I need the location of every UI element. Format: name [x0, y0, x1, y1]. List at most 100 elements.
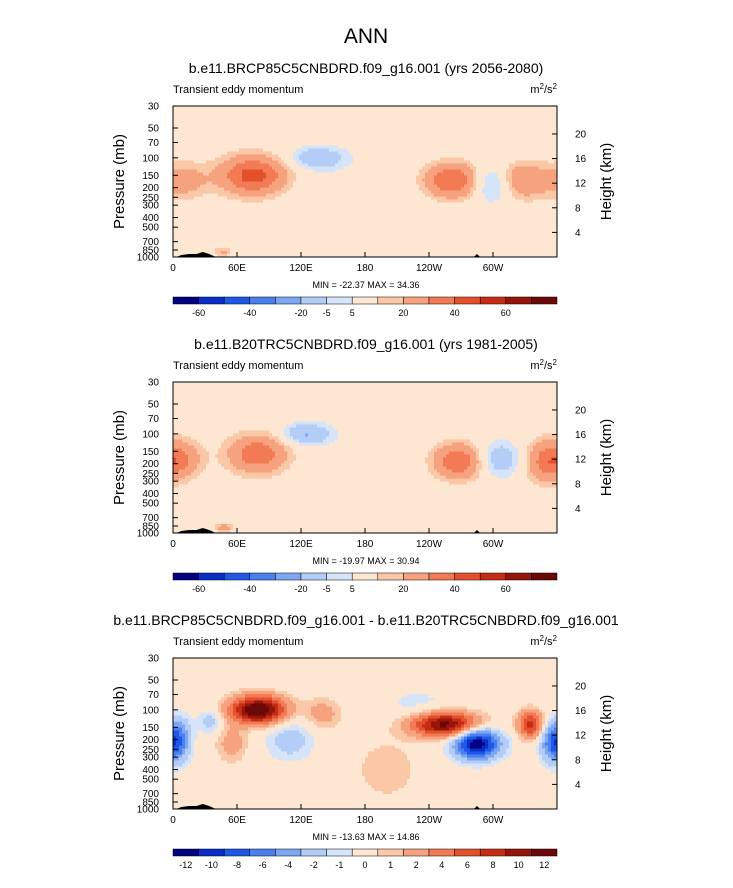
y-tick-label: 1000	[137, 805, 160, 816]
y-tick-label: 70	[148, 414, 160, 425]
y-axis-label: Pressure (mb)	[111, 686, 128, 781]
y2-axis: 20 16 12 8 4 Height (km)	[552, 405, 615, 515]
colorbar: -12 -10 -8 -6 -4 -2 -1 0 1 2 4 6 8 10 12	[172, 848, 558, 870]
colorbar-swatch	[326, 572, 353, 581]
colorbar-label: 20	[398, 584, 408, 594]
colorbar-swatch	[403, 572, 430, 581]
x-tick-label: 60W	[483, 539, 504, 550]
colorbar-swatch	[454, 572, 481, 581]
colorbar-label: -20	[294, 308, 307, 318]
colorbar-swatch	[198, 296, 225, 305]
y2-tick-label: 4	[575, 780, 581, 791]
x-tick-label: 120W	[416, 539, 443, 550]
y2-tick-label: 8	[575, 203, 581, 214]
y2-tick-label: 8	[575, 755, 581, 766]
y-tick-label: 50	[148, 123, 160, 134]
colorbar-swatch	[275, 572, 302, 581]
x-tick-label: 60E	[228, 263, 246, 274]
colorbar-swatch	[198, 848, 225, 857]
chart-panel-2: b.e11.B20TRC5CNBDRD.f09_g16.001 (yrs 198…	[111, 336, 615, 594]
colorbar-swatch	[505, 848, 532, 857]
y-tick-label: 400	[142, 489, 159, 500]
panel-title: b.e11.B20TRC5CNBDRD.f09_g16.001 (yrs 198…	[194, 336, 538, 352]
colorbar-swatch	[172, 848, 199, 857]
y-tick-label: 250	[142, 745, 159, 756]
y-tick-label: 200	[142, 735, 159, 746]
chart-panel-1: b.e11.BRCP85C5CNBDRD.f09_g16.001 (yrs 20…	[111, 60, 615, 318]
y2-tick-label: 12	[575, 179, 587, 190]
colorbar-swatch	[223, 848, 251, 857]
colorbar-label: -4	[284, 860, 292, 870]
y-tick-label: 500	[142, 499, 159, 510]
terrain	[176, 804, 481, 809]
y-tick-label: 150	[142, 723, 159, 734]
colorbar-swatch	[223, 572, 251, 581]
colorbar-label: 10	[514, 860, 524, 870]
figure-title: ANN	[344, 25, 388, 48]
x-tick-label: 180	[357, 815, 374, 826]
colorbar-label: 1	[388, 860, 393, 870]
y-tick-label: 100	[142, 429, 159, 440]
colorbar-swatch	[531, 848, 558, 857]
left-label: Transient eddy momentum	[173, 360, 303, 372]
y-tick-label: 700	[142, 513, 159, 524]
colorbar-swatch	[326, 848, 353, 857]
colorbar-label: 40	[450, 308, 460, 318]
y2-axis: 20 16 12 8 4 Height (km)	[552, 681, 615, 791]
x-axis: 0 60E 120E 180 120W 60W	[170, 804, 504, 826]
y-tick-label: 300	[142, 477, 159, 488]
min-max-stats: MIN = -13.63 MAX = 14.86	[312, 832, 419, 842]
colorbar-swatch	[377, 296, 404, 305]
contour-field	[173, 106, 558, 258]
colorbar-swatch	[505, 296, 532, 305]
colorbar-label: 4	[439, 860, 444, 870]
left-label: Transient eddy momentum	[173, 636, 303, 648]
y2-tick-label: 12	[575, 455, 587, 466]
y-tick-label: 70	[148, 138, 160, 149]
colorbar-swatch	[351, 572, 379, 581]
min-max-stats: MIN = -19.97 MAX = 30.94	[312, 556, 419, 566]
x-tick-label: 60E	[228, 815, 246, 826]
colorbar-swatch	[479, 572, 507, 581]
colorbar-label: -6	[259, 860, 267, 870]
colorbar-swatch	[249, 296, 276, 305]
y2-tick-label: 20	[575, 405, 587, 416]
colorbar-swatch	[275, 296, 302, 305]
y-tick-label: 700	[142, 237, 159, 248]
chart-panel-3: b.e11.BRCP85C5CNBDRD.f09_g16.001 - b.e11…	[111, 612, 619, 870]
y-tick-label: 100	[142, 705, 159, 716]
colorbar-swatch	[198, 572, 225, 581]
colorbar-label: -60	[192, 308, 205, 318]
colorbar-swatch	[249, 572, 276, 581]
colorbar-label: 0	[362, 860, 367, 870]
x-tick-label: 120E	[289, 539, 313, 550]
colorbar-label: 60	[501, 584, 511, 594]
colorbar-label: 60	[501, 308, 511, 318]
x-tick-label: 120E	[289, 263, 313, 274]
colorbar-label: -40	[243, 308, 256, 318]
colorbar-label: 6	[465, 860, 470, 870]
colorbar-swatch	[531, 296, 558, 305]
colorbar-label: -5	[323, 308, 331, 318]
y-tick-label: 30	[148, 378, 160, 389]
x-tick-label: 180	[357, 539, 374, 550]
y2-tick-label: 16	[575, 154, 587, 165]
y-tick-label: 1000	[137, 529, 160, 540]
x-tick-label: 60W	[483, 263, 504, 274]
y2-tick-label: 12	[575, 731, 587, 742]
y-tick-label: 850	[142, 522, 159, 533]
colorbar-swatch	[223, 296, 251, 305]
y-tick-label: 200	[142, 459, 159, 470]
y-tick-label: 50	[148, 399, 160, 410]
y2-tick-label: 20	[575, 681, 587, 692]
x-axis: 0 60E 120E 180 120W 60W	[170, 252, 504, 274]
colorbar-label: -12	[179, 860, 192, 870]
left-label: Transient eddy momentum	[173, 84, 303, 96]
colorbar-label: 2	[414, 860, 419, 870]
colorbar-label: -40	[243, 584, 256, 594]
y-tick-label: 30	[148, 654, 160, 665]
y2-tick-label: 4	[575, 228, 581, 239]
x-tick-label: 60E	[228, 539, 246, 550]
